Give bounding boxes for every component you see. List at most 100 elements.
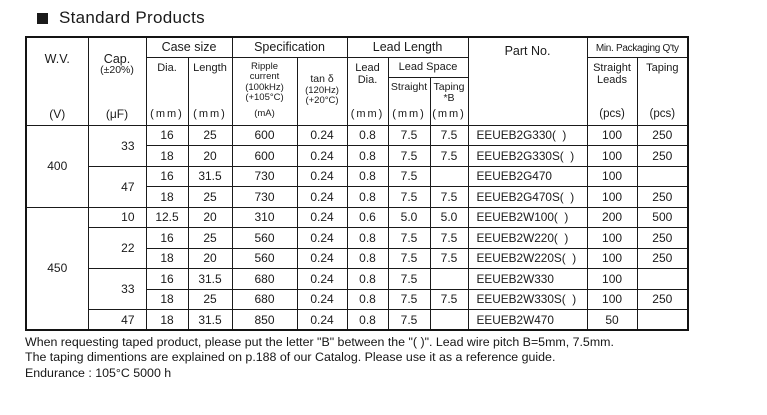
straight-leads-qty-cell: 100 bbox=[586, 247, 638, 269]
dia-cell: 16 bbox=[145, 124, 189, 146]
taping-qty-cell bbox=[636, 309, 689, 331]
tan-delta-cell: 0.24 bbox=[296, 186, 348, 208]
lead-space-straight-cell: 7.5 bbox=[387, 165, 431, 187]
ripple-line1: Ripple bbox=[251, 60, 278, 72]
header-lead-space-taping: Taping *B (mm) bbox=[429, 76, 469, 126]
length-cell: 25 bbox=[187, 124, 233, 146]
part-no-cell: EEUEB2W330S( ) bbox=[467, 288, 588, 310]
cap-cell: 33 bbox=[87, 268, 147, 310]
part-no-cell: EEUEB2W100( ) bbox=[467, 206, 588, 228]
lead-space-straight-cell: 7.5 bbox=[387, 288, 431, 310]
taping-unit: (mm) bbox=[432, 107, 466, 120]
tan-delta-cell: 0.24 bbox=[296, 145, 348, 167]
tan-delta-cell: 0.24 bbox=[296, 247, 348, 269]
length-cell: 20 bbox=[187, 145, 233, 167]
header-lead-space: Lead Space bbox=[387, 56, 469, 78]
header-part-no: Part No. bbox=[467, 36, 588, 126]
lead-space-straight-cell: 7.5 bbox=[387, 227, 431, 249]
straight-leads-qty-cell: 100 bbox=[586, 288, 638, 310]
length-cell: 25 bbox=[187, 227, 233, 249]
table-row: 47 18 31.5 850 0.24 0.8 7.5 EEUEB2W470 5… bbox=[26, 309, 689, 331]
dia-cell: 16 bbox=[145, 227, 189, 249]
table-row: 22 16 25 560 0.24 0.8 7.5 7.5 EEUEB2W220… bbox=[26, 227, 689, 269]
lead-space-taping-cell: 7.5 bbox=[429, 186, 469, 208]
footnotes: When requesting taped product, please pu… bbox=[25, 335, 765, 381]
lead-space-straight-cell: 7.5 bbox=[387, 247, 431, 269]
taping-footnote-mark: *B bbox=[443, 92, 455, 104]
lead-dia-cell: 0.6 bbox=[346, 206, 389, 228]
ripple-current-cell: 600 bbox=[231, 124, 298, 146]
part-no-cell: EEUEB2G470S( ) bbox=[467, 186, 588, 208]
header-lead-length: Lead Length bbox=[346, 36, 469, 58]
lead-dia-cell: 0.8 bbox=[346, 145, 389, 167]
lead-space-taping-cell bbox=[429, 309, 469, 331]
ripple-current-cell: 310 bbox=[231, 206, 298, 228]
length-cell: 20 bbox=[187, 247, 233, 269]
header-taping-qty: Taping (pcs) bbox=[636, 56, 689, 126]
cap-label: Cap. bbox=[103, 51, 131, 66]
lead-dia-cell: 0.8 bbox=[346, 165, 389, 187]
tan-delta-cell: 0.24 bbox=[296, 206, 348, 228]
cap-cell: 33 bbox=[87, 124, 147, 167]
note-taped-product: When requesting taped product, please pu… bbox=[25, 335, 614, 349]
wv-unit: (V) bbox=[49, 106, 66, 121]
header-length: Length (mm) bbox=[187, 56, 233, 126]
part-no-cell: EEUEB2G330S( ) bbox=[467, 145, 588, 167]
length-unit: (mm) bbox=[193, 107, 227, 120]
taping-qty-cell: 250 bbox=[636, 227, 689, 249]
lead-space-straight-cell: 5.0 bbox=[387, 206, 431, 228]
taping-qty-cell: 250 bbox=[636, 288, 689, 310]
lead-space-straight-cell: 7.5 bbox=[387, 186, 431, 208]
straight-leads-line1: Straight bbox=[593, 61, 631, 74]
ripple-current-cell: 680 bbox=[231, 288, 298, 310]
ripple-line2: current bbox=[249, 71, 280, 82]
header-min-packaging: Min. Packaging Q'ty bbox=[586, 36, 689, 58]
lead-space-taping-cell: 7.5 bbox=[429, 227, 469, 249]
dia-cell: 18 bbox=[145, 309, 189, 331]
lead-space-taping-cell: 5.0 bbox=[429, 206, 469, 228]
ripple-line3: (100kHz) bbox=[245, 81, 284, 93]
tan-delta-cell: 0.24 bbox=[296, 227, 348, 249]
straight-leads-qty-cell: 100 bbox=[586, 165, 638, 187]
taping-label: Taping bbox=[433, 80, 465, 93]
length-cell: 31.5 bbox=[187, 268, 233, 290]
length-cell: 31.5 bbox=[187, 165, 233, 187]
taping-qty-cell: 250 bbox=[636, 145, 689, 167]
straight-label: Straight bbox=[390, 80, 428, 93]
cap-unit: (μF) bbox=[105, 106, 129, 121]
part-no-cell: EEUEB2W470 bbox=[467, 309, 588, 331]
straight-leads-qty-cell: 200 bbox=[586, 206, 638, 228]
ripple-current-cell: 560 bbox=[231, 227, 298, 249]
lead-dia-line2: Dia. bbox=[357, 73, 378, 86]
header-straight-leads: Straight Leads (pcs) bbox=[586, 56, 638, 126]
part-no-cell: EEUEB2G330( ) bbox=[467, 124, 588, 146]
length-cell: 25 bbox=[187, 186, 233, 208]
lead-dia-cell: 0.8 bbox=[346, 227, 389, 249]
dia-cell: 18 bbox=[145, 145, 189, 167]
straight-leads-qty-cell: 50 bbox=[586, 309, 638, 331]
tan-delta-cell: 0.24 bbox=[296, 288, 348, 310]
ripple-current-cell: 560 bbox=[231, 247, 298, 269]
lead-space-taping-cell bbox=[429, 268, 469, 290]
lead-dia-cell: 0.8 bbox=[346, 268, 389, 290]
dia-cell: 12.5 bbox=[145, 206, 189, 228]
cap-tolerance: (±20%) bbox=[100, 63, 134, 76]
part-no-cell: EEUEB2G470 bbox=[467, 165, 588, 187]
taping-qty-cell: 250 bbox=[636, 124, 689, 146]
tan-delta-cell: 0.24 bbox=[296, 124, 348, 146]
lead-space-straight-cell: 7.5 bbox=[387, 309, 431, 331]
tan-delta-freq: (120Hz) bbox=[305, 84, 339, 96]
taping-qty-cell: 250 bbox=[636, 247, 689, 269]
straight-leads-qty-cell: 100 bbox=[586, 186, 638, 208]
lead-space-taping-cell: 7.5 bbox=[429, 145, 469, 167]
table-row: 33 16 31.5 680 0.24 0.8 7.5 EEUEB2W330 1… bbox=[26, 268, 689, 310]
lead-dia-line1: Lead bbox=[355, 61, 380, 74]
lead-space-taping-cell: 7.5 bbox=[429, 288, 469, 310]
wv-cell: 400 bbox=[25, 124, 89, 208]
table-row: 450 10 12.5 20 310 0.24 0.6 5.0 5.0 EEUE… bbox=[25, 206, 689, 331]
section-title: Standard Products bbox=[37, 8, 205, 28]
taping-qty-cell bbox=[636, 165, 689, 187]
ripple-current-cell: 600 bbox=[231, 145, 298, 167]
table-row: 18 25 730 0.24 0.8 7.5 7.5 EEUEB2G470S( … bbox=[26, 186, 689, 208]
section-bullet-icon bbox=[37, 12, 48, 24]
